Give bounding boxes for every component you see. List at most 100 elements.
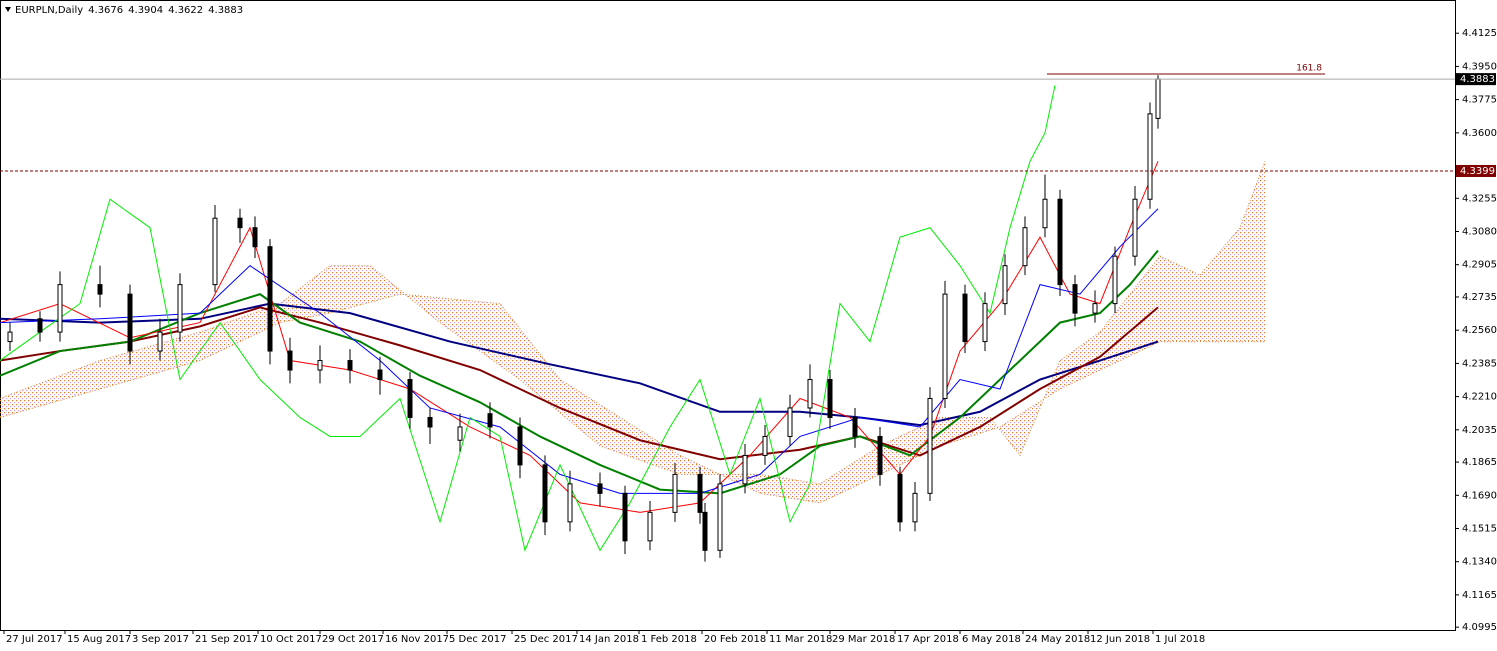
candle-body [7, 331, 13, 343]
candle-body [1155, 78, 1161, 119]
price-label-box [1456, 73, 1496, 86]
x-tick-label: 29 Oct 2017 [322, 634, 384, 645]
y-tick-label: 4.3775 [1462, 95, 1497, 106]
price-label: 4.3883 [1460, 74, 1495, 85]
candle-body [457, 426, 463, 441]
candle-body [982, 303, 988, 343]
x-tick-label: 11 Mar 2018 [769, 634, 832, 645]
y-tick-label: 4.1865 [1462, 457, 1497, 468]
fib-label: 161.8 [1296, 64, 1322, 74]
candle-body [1042, 198, 1048, 229]
candle-body [567, 483, 573, 523]
y-tick-label: 4.4125 [1462, 28, 1497, 39]
x-tick-label: 16 Nov 2017 [385, 634, 449, 645]
quote-value: 4.3883 [208, 5, 243, 16]
candle-body [542, 464, 548, 523]
candle-body [177, 284, 183, 333]
cloud-edge [0, 293, 1265, 504]
y-tick-label: 4.3600 [1462, 128, 1497, 139]
candle-body [407, 379, 413, 418]
indicator-line [0, 249, 1159, 495]
y-tick-label: 4.2035 [1462, 425, 1497, 436]
symbol: EURPLN,Daily [15, 5, 83, 16]
indicator-line [0, 306, 1159, 461]
candle-body [287, 350, 293, 371]
candle-body [317, 360, 323, 371]
candle-body [597, 483, 603, 494]
candle-body [1057, 198, 1063, 286]
y-tick-label: 4.2210 [1462, 392, 1497, 403]
x-tick-label: 1 Feb 2018 [641, 634, 697, 645]
quote-value: 4.3676 [88, 5, 123, 16]
header: EURPLN,Daily 4.3676 4.3904 4.3622 4.3883 [15, 5, 243, 16]
candle-body [807, 379, 813, 409]
x-tick-label: 12 Jun 2018 [1090, 634, 1150, 645]
x-tick-label: 29 Mar 2018 [832, 634, 895, 645]
candle-body [347, 360, 353, 371]
candle-body [787, 407, 793, 437]
y-tick-label: 4.1340 [1462, 557, 1497, 568]
x-tick-label: 3 Sep 2017 [132, 634, 189, 645]
y-tick-label: 4.2735 [1462, 292, 1497, 303]
candle-body [1147, 113, 1153, 200]
candle-body [1002, 265, 1008, 305]
candle-body [377, 369, 383, 381]
candle-body [742, 454, 748, 485]
candle-body [877, 435, 883, 475]
x-tick-label: 17 Apr 2018 [897, 634, 959, 645]
y-tick-label: 4.2905 [1462, 260, 1497, 271]
y-tick-label: 4.1690 [1462, 490, 1497, 501]
candle-body [912, 492, 918, 523]
candle-body [852, 416, 858, 437]
y-tick-label: 4.2385 [1462, 358, 1497, 369]
candle-body [97, 284, 103, 295]
candle-body [717, 483, 723, 551]
candle-body [267, 246, 273, 352]
candle-body [1072, 284, 1078, 314]
x-tick-label: 21 Sep 2017 [195, 634, 258, 645]
candle-body [702, 511, 708, 551]
level-label: 4.3399 [1460, 166, 1495, 177]
candle-body [942, 293, 948, 399]
candle-body [962, 293, 968, 343]
y-tick-label: 4.3950 [1462, 61, 1497, 72]
x-tick-label: 1 Jul 2018 [1155, 634, 1205, 645]
candle-body [157, 331, 163, 352]
candle-body [427, 416, 433, 428]
candle-body [927, 397, 933, 494]
x-tick-label: 25 Dec 2017 [514, 634, 578, 645]
indicator-line [0, 85, 1056, 552]
y-tick-label: 4.1165 [1462, 590, 1497, 601]
y-tick-label: 4.2560 [1462, 325, 1497, 336]
x-tick-label: 15 Aug 2017 [67, 634, 131, 645]
candle-body [672, 473, 678, 513]
quote-value: 4.3622 [168, 5, 203, 16]
candle-body [37, 318, 43, 333]
x-tick-label: 20 Feb 2018 [704, 634, 766, 645]
x-tick-label: 24 May 2018 [1025, 634, 1090, 645]
candle-body [252, 227, 258, 248]
candle-body [1112, 255, 1118, 305]
candle-body [1022, 227, 1028, 267]
candle-body [517, 426, 523, 466]
x-tick-label: 27 Jul 2017 [6, 634, 63, 645]
candle-body [827, 379, 833, 418]
x-tick-label: 6 May 2018 [962, 634, 1021, 645]
candle-body [57, 284, 63, 333]
y-tick-label: 4.0995 [1462, 622, 1497, 633]
y-tick-label: 4.3080 [1462, 227, 1497, 238]
quote-value: 4.3904 [128, 5, 163, 16]
candle-body [1132, 198, 1138, 257]
x-tick-label: 5 Dec 2017 [449, 634, 507, 645]
menu-arrow[interactable] [5, 7, 11, 12]
candle-body [647, 511, 653, 542]
candle-body [697, 473, 703, 513]
candle-body [1092, 303, 1098, 314]
indicator-line [0, 302, 1159, 427]
candle-body [212, 217, 218, 286]
y-tick-label: 4.1515 [1462, 523, 1497, 534]
candle-body [237, 217, 243, 229]
level-label-box [1456, 164, 1496, 177]
